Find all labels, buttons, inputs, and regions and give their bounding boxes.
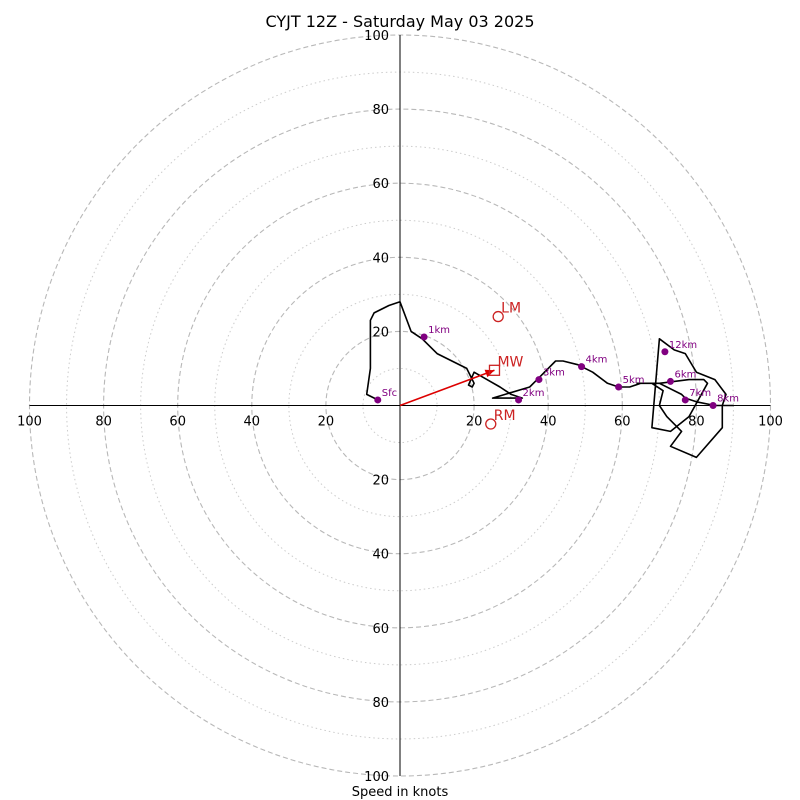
y-tick-label: 100 bbox=[364, 770, 389, 785]
y-tick-label: 60 bbox=[372, 177, 389, 192]
x-tick-label: 20 bbox=[318, 415, 335, 430]
height-marker-label: Sfc bbox=[382, 388, 397, 399]
x-tick-label: 60 bbox=[614, 415, 631, 430]
height-marker-label: 8km bbox=[717, 394, 739, 405]
x-tick-label: 40 bbox=[244, 415, 261, 430]
chart-title: CYJT 12Z - Saturday May 03 2025 bbox=[265, 12, 534, 31]
height-marker-dot bbox=[681, 396, 689, 404]
hodograph-line bbox=[365, 300, 734, 459]
mean-wind-marker bbox=[488, 364, 501, 376]
height-marker-label: 2km bbox=[523, 388, 545, 399]
x-tick-label: 40 bbox=[540, 415, 557, 430]
x-tick-label: 80 bbox=[688, 415, 705, 430]
y-tick-label: 40 bbox=[372, 548, 389, 563]
storm-motion-markers: LM MW RM bbox=[485, 301, 524, 430]
storm-motion-marker bbox=[485, 418, 497, 430]
x-tick-label: 100 bbox=[17, 415, 42, 430]
height-markers: Sfc 1km 2km 3km 4km 5km 6km 7km 8km 12km bbox=[374, 325, 739, 409]
x-axis-label: Speed in knots bbox=[352, 785, 449, 800]
height-marker-label: 12km bbox=[669, 340, 697, 351]
y-tick-label: 60 bbox=[372, 622, 389, 637]
height-marker-dot bbox=[661, 348, 669, 356]
storm-motion-label: MW bbox=[497, 354, 523, 370]
height-marker-dot bbox=[420, 333, 428, 341]
height-marker-dot bbox=[535, 376, 543, 384]
height-marker-dot bbox=[515, 396, 523, 404]
height-marker-dot bbox=[709, 402, 717, 409]
x-tick-label: 60 bbox=[169, 415, 186, 430]
height-marker-label: 1km bbox=[428, 325, 450, 336]
mean-wind-vector bbox=[399, 369, 495, 407]
y-tick-label: 100 bbox=[364, 29, 389, 44]
tick-labels: 100 80 60 40 20 20 40 60 80 100 100 80 60 40 20 20 40 60 8… bbox=[17, 29, 783, 785]
y-tick-label: 20 bbox=[372, 474, 389, 489]
height-marker-label: 7km bbox=[689, 388, 711, 399]
height-marker-label: 6km bbox=[674, 369, 696, 380]
storm-motion-label: LM bbox=[501, 301, 521, 317]
height-marker-dot bbox=[578, 363, 586, 371]
y-tick-label: 40 bbox=[372, 251, 389, 266]
x-tick-label: 80 bbox=[95, 415, 112, 430]
storm-motion-label: RM bbox=[494, 408, 516, 424]
height-marker-dot bbox=[666, 377, 674, 385]
x-tick-label: 20 bbox=[466, 415, 483, 430]
y-tick-label: 80 bbox=[372, 103, 389, 118]
y-tick-label: 80 bbox=[372, 696, 389, 711]
height-marker-label: 5km bbox=[623, 375, 645, 386]
height-marker-dot bbox=[615, 383, 623, 391]
height-marker-dot bbox=[374, 396, 382, 404]
storm-motion-marker bbox=[492, 310, 504, 323]
y-tick-label: 20 bbox=[372, 325, 389, 340]
height-marker-label: 3km bbox=[543, 368, 565, 379]
height-marker-label: 4km bbox=[586, 355, 608, 366]
x-tick-label: 100 bbox=[758, 415, 783, 430]
